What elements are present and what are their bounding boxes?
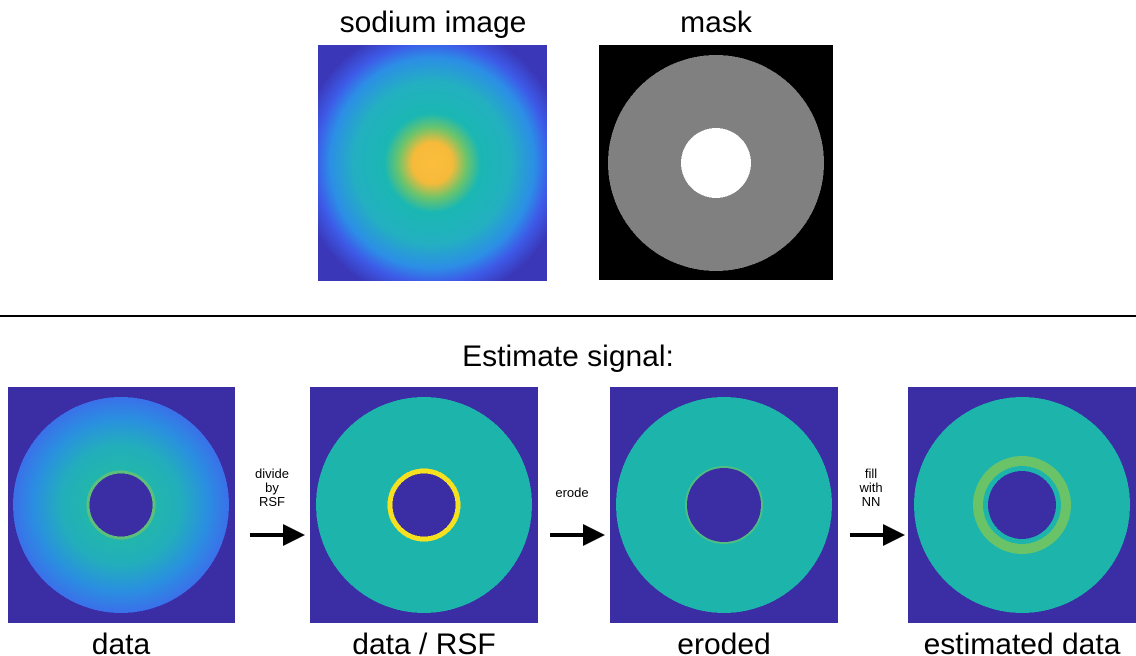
estimated-image <box>908 387 1136 623</box>
sodium-image <box>318 45 547 281</box>
arrow-label: NN <box>862 494 881 509</box>
panel-title: mask <box>680 6 753 39</box>
eroded-image <box>610 387 838 623</box>
arrow-label: erode <box>555 485 588 500</box>
arrow-label: with <box>858 480 882 495</box>
arrow-label: by <box>265 480 279 495</box>
data-image <box>8 387 235 623</box>
panel-title: sodium image <box>340 6 527 39</box>
step-label: data <box>92 628 151 656</box>
arrow-label: RSF <box>259 494 285 509</box>
arrow-label: fill <box>865 466 877 481</box>
arrow <box>250 524 305 546</box>
arrow <box>550 524 605 546</box>
mask-image <box>599 45 833 280</box>
arrow-label: divide <box>255 466 289 481</box>
step-label: eroded <box>677 628 770 656</box>
section-title: Estimate signal: <box>462 340 674 373</box>
rsf-image <box>310 387 538 623</box>
arrow <box>850 524 905 546</box>
figure: sodium image mask Estimate signal: data … <box>0 0 1136 656</box>
step-label: estimated data <box>924 628 1121 656</box>
step-label: data / RSF <box>352 628 495 656</box>
